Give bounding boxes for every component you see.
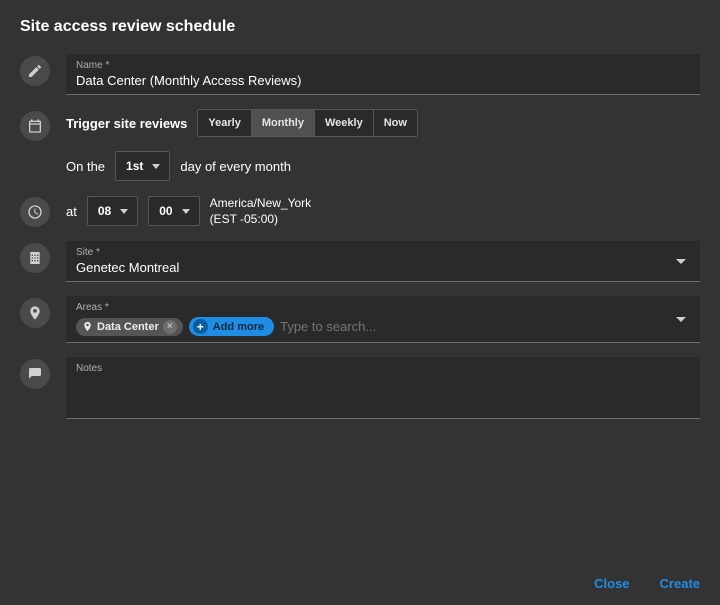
- name-input[interactable]: [76, 73, 690, 88]
- minute-select[interactable]: 00: [148, 196, 199, 226]
- row-notes: Notes: [20, 357, 700, 419]
- day-select[interactable]: 1st: [115, 151, 170, 181]
- tz-line2: (EST -05:00): [210, 211, 312, 227]
- plus-icon: +: [193, 319, 208, 334]
- day-suffix: day of every month: [180, 159, 291, 174]
- seg-now[interactable]: Now: [374, 110, 417, 136]
- row-time: at 08 00 America/New_York (EST -05:00): [20, 195, 700, 227]
- trigger-label: Trigger site reviews: [66, 116, 187, 131]
- add-more-label: Add more: [213, 321, 264, 333]
- pin-icon: [82, 321, 93, 332]
- frequency-segmented: Yearly Monthly Weekly Now: [197, 109, 418, 137]
- timezone-display: America/New_York (EST -05:00): [210, 195, 312, 227]
- row-name: Name *: [20, 54, 700, 95]
- notes-label: Notes: [76, 363, 690, 374]
- row-site: Site * Genetec Montreal: [20, 241, 700, 282]
- notes-field[interactable]: Notes: [66, 357, 700, 419]
- add-more-button[interactable]: + Add more: [189, 317, 274, 336]
- seg-monthly[interactable]: Monthly: [252, 110, 315, 136]
- clock-icon: [20, 197, 50, 227]
- areas-field[interactable]: Areas * Data Center × + Add more: [66, 296, 700, 343]
- pencil-icon: [20, 56, 50, 86]
- name-field[interactable]: Name *: [66, 54, 700, 95]
- day-of-month-row: On the 1st day of every month: [66, 151, 700, 181]
- site-label: Site *: [76, 247, 690, 258]
- schedule-dialog: Site access review schedule Name * Trigg…: [0, 0, 720, 419]
- hour-select[interactable]: 08: [87, 196, 138, 226]
- tz-line1: America/New_York: [210, 195, 312, 211]
- at-label: at: [66, 204, 77, 219]
- dialog-footer: Close Create: [594, 576, 700, 591]
- close-button[interactable]: Close: [594, 576, 629, 591]
- area-chip-label: Data Center: [97, 321, 159, 333]
- building-icon: [20, 243, 50, 273]
- area-chip: Data Center ×: [76, 318, 183, 336]
- row-trigger: Trigger site reviews Yearly Monthly Week…: [20, 109, 700, 181]
- site-select[interactable]: Site * Genetec Montreal: [66, 241, 700, 282]
- day-prefix: On the: [66, 159, 105, 174]
- note-icon: [20, 359, 50, 389]
- calendar-icon: [20, 111, 50, 141]
- dialog-title: Site access review schedule: [20, 18, 700, 36]
- pin-icon: [20, 298, 50, 328]
- seg-weekly[interactable]: Weekly: [315, 110, 374, 136]
- create-button[interactable]: Create: [660, 576, 700, 591]
- name-label: Name *: [76, 60, 690, 71]
- areas-label: Areas *: [76, 302, 690, 313]
- row-areas: Areas * Data Center × + Add more: [20, 296, 700, 343]
- site-value: Genetec Montreal: [76, 260, 690, 275]
- areas-search-input[interactable]: [280, 319, 690, 334]
- chip-remove-icon[interactable]: ×: [163, 320, 177, 334]
- seg-yearly[interactable]: Yearly: [198, 110, 251, 136]
